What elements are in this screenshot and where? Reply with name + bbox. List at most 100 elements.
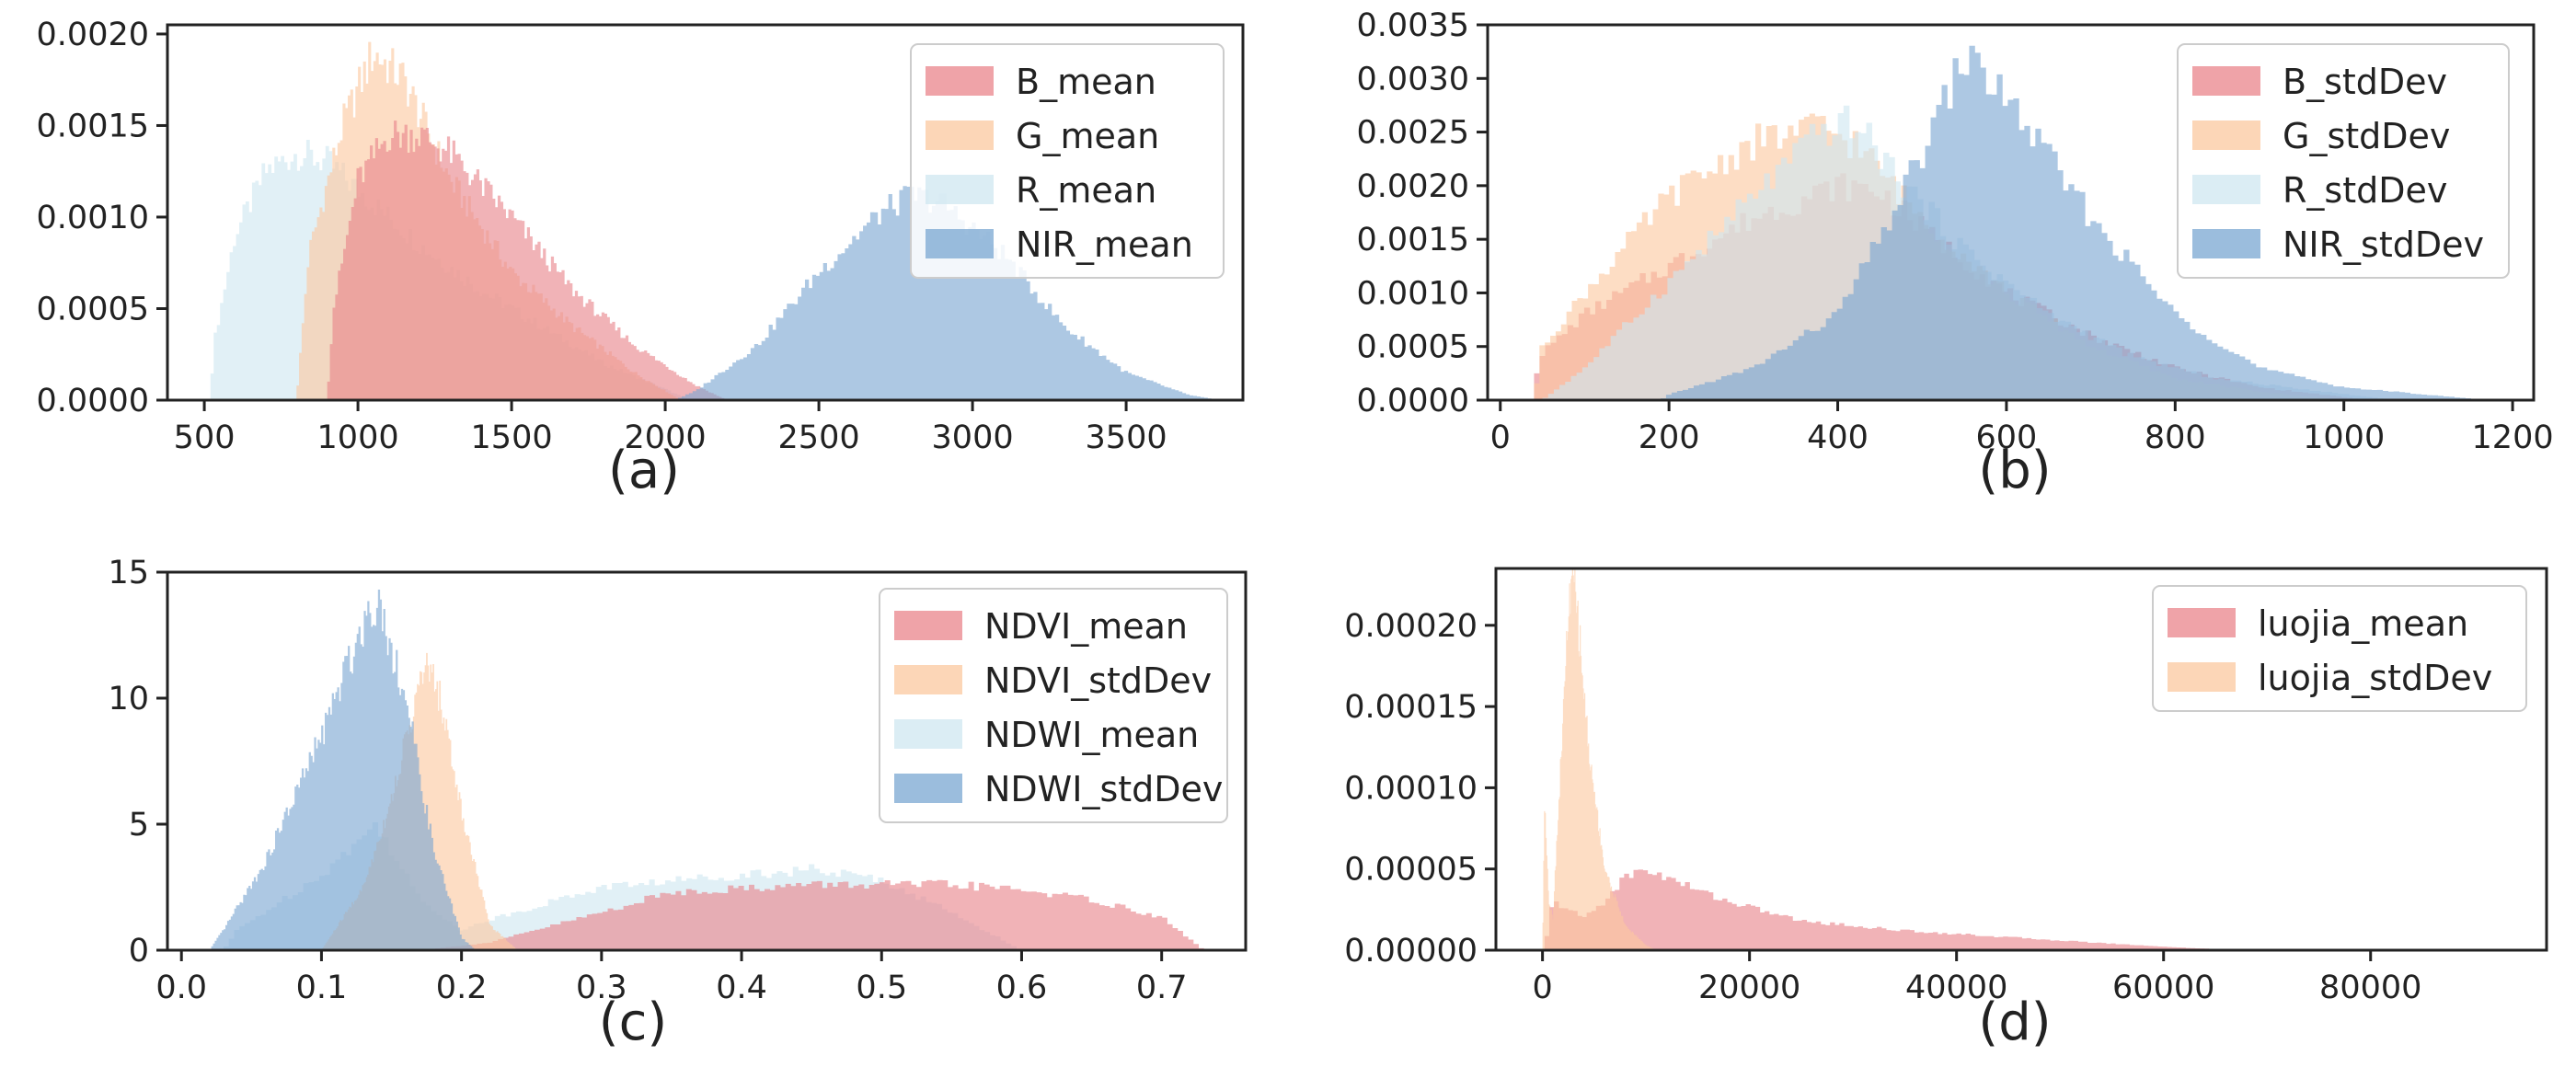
legend-swatch: [894, 665, 962, 694]
x-tick-label: 3500: [1086, 419, 1167, 456]
legend-label: G_mean: [1016, 116, 1159, 156]
legend-box: [910, 43, 1225, 279]
legend-swatch: [894, 774, 962, 803]
series-luojia-mean: [1544, 869, 2248, 950]
legend-swatch: [2192, 175, 2260, 204]
x-tick-label: 1200: [2472, 419, 2554, 456]
x-tick-label: 2500: [778, 419, 860, 456]
series-ndwi-stddev: [209, 589, 477, 950]
legend-label: NIR_mean: [1016, 224, 1193, 265]
y-tick-label: 0.0020: [37, 17, 149, 53]
histogram-bars: [1660, 45, 2488, 400]
x-tick-label: 800: [2145, 419, 2206, 456]
legend: NDVI_mean NDVI_stdDev NDWI_mean NDWI_stdDev: [879, 588, 1228, 823]
y-tick-label: 0.00000: [1344, 933, 1478, 970]
legend-label: NDVI_stdDev: [984, 660, 1212, 701]
x-tick-label: 1000: [2303, 419, 2385, 456]
legend-label: luojia_stdDev: [2258, 658, 2492, 698]
x-tick-label: 1000: [317, 419, 399, 456]
legend-label: NDVI_mean: [984, 606, 1188, 647]
y-tick-label: 0.0015: [1357, 222, 1469, 258]
x-tick-label: 60000: [2112, 970, 2214, 1006]
y-tick-label: 0.00015: [1344, 689, 1478, 726]
y-tick-label: 0.0005: [37, 291, 149, 327]
panel-label: (b): [1978, 441, 2051, 500]
y-tick-label: 0.0015: [37, 108, 149, 144]
y-tick-label: 0: [129, 933, 149, 970]
chart-panel-1: 500 1000 1500 2000 2500 3000 3500 0.0000 0.0005 0…: [37, 17, 1245, 500]
series-luojia-stddev: [1542, 568, 1657, 950]
x-tick-label: 80000: [2319, 970, 2421, 1006]
x-tick-label: 0.1: [296, 970, 348, 1006]
histogram-bars: [209, 589, 477, 950]
axes-frame: [166, 570, 1248, 952]
legend-label: B_mean: [1016, 62, 1156, 102]
legend-label: luojia_mean: [2258, 603, 2468, 644]
histogram-bars: [1542, 568, 1657, 950]
series-nir-stddev: [1660, 45, 2488, 400]
legend-swatch: [2168, 608, 2236, 637]
x-tick-label: 0: [1490, 419, 1511, 456]
legend-swatch: [926, 66, 994, 96]
legend-swatch: [2168, 662, 2236, 692]
legend: luojia_mean luojia_stdDev: [2152, 585, 2527, 712]
legend-label: NDWI_mean: [984, 715, 1199, 755]
x-tick-label: 600: [1976, 419, 2038, 456]
y-tick-label: 15: [108, 555, 149, 591]
legend-swatch: [2192, 66, 2260, 96]
chart-panel-3: 0.0 0.1 0.2 0.3 0.4 0.5 0.6 0.7051015NDVI_meanN…: [108, 555, 1248, 1052]
y-tick-label: 0.0010: [1357, 275, 1469, 312]
y-tick-label: 0.0020: [1357, 168, 1469, 205]
panel-label: (d): [1978, 992, 2051, 1052]
legend-box: [2152, 585, 2527, 712]
legend-label: R_stdDev: [2283, 170, 2447, 211]
y-tick-label: 0.00005: [1344, 852, 1478, 889]
axes-frame: [166, 23, 1245, 402]
x-tick-label: 0.4: [716, 970, 767, 1006]
series-b-mean: [327, 120, 728, 400]
legend-label: R_mean: [1016, 170, 1156, 211]
y-tick-label: 0.0000: [1357, 383, 1469, 419]
y-tick-label: 0.0010: [37, 200, 149, 236]
x-tick-label: 20000: [1698, 970, 1800, 1006]
legend-swatch: [926, 175, 994, 204]
histogram-bars: [419, 879, 1204, 950]
series-nir-mean: [674, 186, 1219, 400]
panel-label: (c): [599, 992, 667, 1052]
legend-swatch: [926, 120, 994, 150]
legend-swatch: [2192, 229, 2260, 258]
y-tick-label: 0.00020: [1344, 608, 1478, 645]
legend-swatch: [894, 611, 962, 640]
legend-label: NDWI_stdDev: [984, 769, 1223, 809]
x-tick-label: 0.2: [436, 970, 488, 1006]
x-tick-label: 200: [1639, 419, 1700, 456]
y-tick-label: 0.00010: [1344, 770, 1478, 807]
chart-panel-2: 0 200 400 600 800 1000 1200 0.0000 0.0005 0.0010 0…: [1357, 7, 2554, 500]
axes-frame: [1494, 567, 2548, 952]
x-tick-label: 1500: [471, 419, 553, 456]
x-tick-label: 400: [1807, 419, 1869, 456]
axes-frame: [1486, 23, 2536, 402]
x-tick-label: 500: [174, 419, 236, 456]
y-tick-label: 0.0005: [1357, 329, 1469, 366]
histogram-bars: [1544, 869, 2248, 950]
legend: B_mean G_mean R_mean NIR_mean: [910, 43, 1225, 279]
legend-box: [2177, 43, 2510, 279]
y-tick-label: 0.0030: [1357, 61, 1469, 98]
panel-label: (a): [608, 441, 680, 500]
x-tick-label: 0: [1532, 970, 1552, 1006]
x-tick-label: 40000: [1905, 970, 2007, 1006]
legend-label: G_stdDev: [2283, 116, 2450, 156]
y-tick-label: 0.0035: [1357, 7, 1469, 44]
y-tick-label: 10: [108, 681, 149, 717]
x-tick-label: 0.0: [155, 970, 207, 1006]
x-tick-label: 0.3: [576, 970, 627, 1006]
x-tick-label: 2000: [625, 419, 707, 456]
y-tick-label: 5: [129, 807, 149, 843]
y-tick-label: 0.0025: [1357, 115, 1469, 152]
x-tick-label: 0.5: [856, 970, 907, 1006]
legend: B_stdDev G_stdDev R_stdDev NIR_stdDev: [2177, 43, 2510, 279]
x-tick-label: 0.7: [1136, 970, 1188, 1006]
legend-swatch: [2192, 120, 2260, 150]
